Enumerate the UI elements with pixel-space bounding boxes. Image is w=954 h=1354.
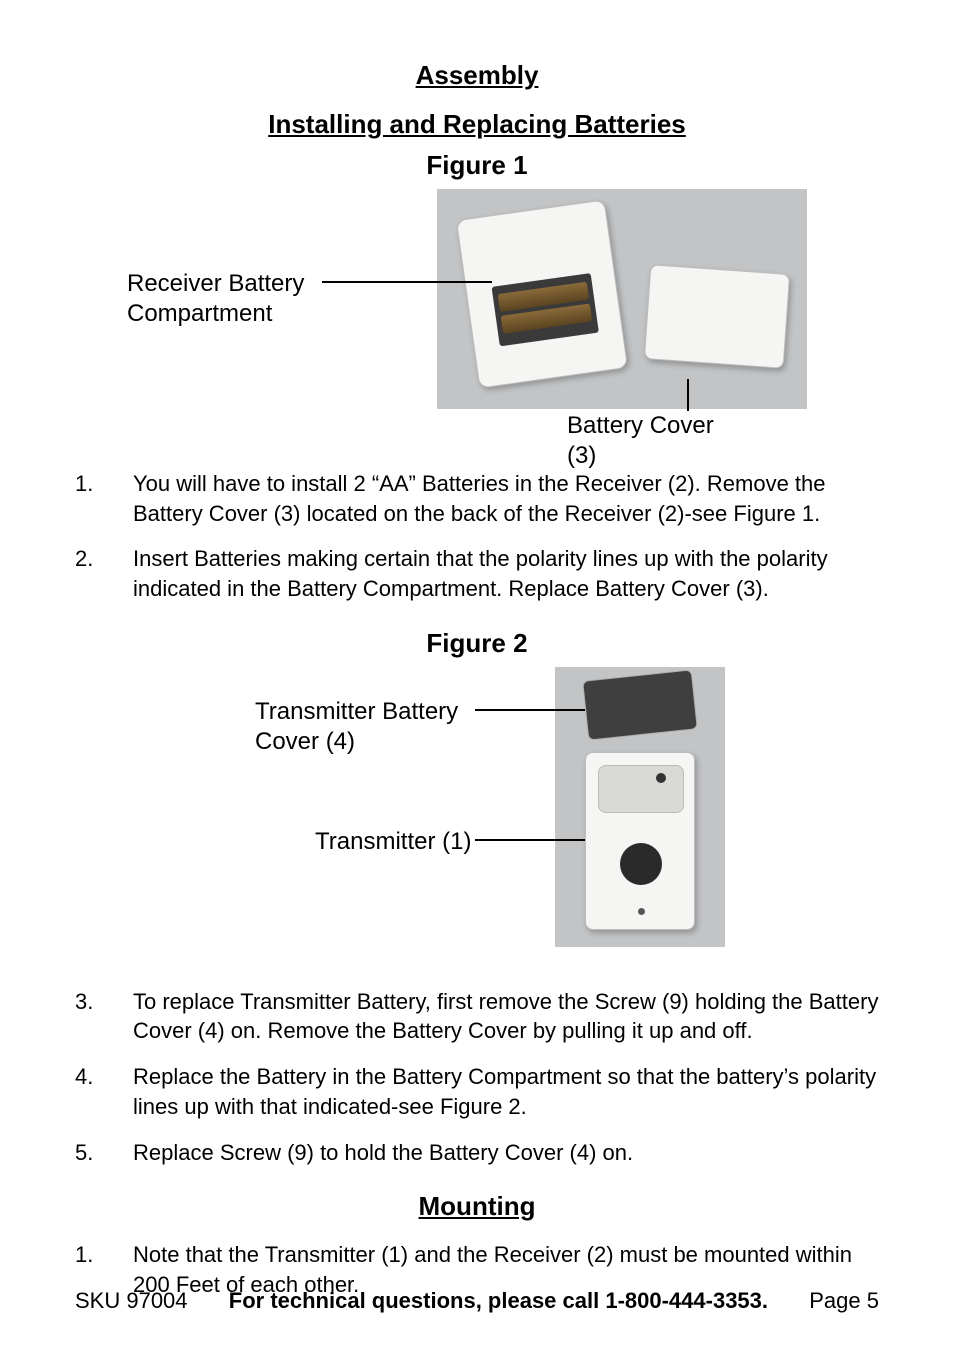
footer-page: Page 5 [809, 1288, 879, 1314]
callout-text: Battery Cover [567, 412, 714, 439]
callout-text: Transmitter Battery [255, 698, 458, 725]
leader-line [322, 281, 492, 283]
heading-installing-batteries: Installing and Replacing Batteries [75, 109, 879, 140]
transmitter-illustration [585, 752, 695, 930]
step-number: 1. [75, 469, 133, 528]
step-text: Replace Screw (9) to hold the Battery Co… [133, 1138, 879, 1168]
battery-cover-illustration [644, 264, 790, 369]
footer-support: For technical questions, please call 1-8… [229, 1288, 768, 1314]
figure-1-photo [437, 189, 807, 409]
callout-text: Receiver Battery [127, 270, 304, 297]
figure-2: Transmitter Battery Cover (4) Transmitte… [195, 667, 795, 967]
callout-receiver-battery-compartment: Receiver Battery Compartment [127, 269, 304, 329]
step-text: Insert Batteries making certain that the… [133, 544, 879, 603]
steps-list-b: 3. To replace Transmitter Battery, first… [75, 987, 879, 1167]
list-item: 5. Replace Screw (9) to hold the Battery… [75, 1138, 879, 1168]
step-number: 3. [75, 987, 133, 1046]
list-item: 4. Replace the Battery in the Battery Co… [75, 1062, 879, 1121]
step-number: 2. [75, 544, 133, 603]
steps-list-a: 1. You will have to install 2 “AA” Batte… [75, 469, 879, 604]
list-item: 3. To replace Transmitter Battery, first… [75, 987, 879, 1046]
figure-2-title: Figure 2 [75, 628, 879, 659]
figure-1: Receiver Battery Compartment Battery Cov… [127, 189, 827, 449]
figure-1-title: Figure 1 [75, 150, 879, 181]
callout-transmitter-battery-cover: Transmitter Battery Cover (4) [255, 697, 458, 757]
leader-line [687, 379, 689, 411]
leader-line [475, 709, 585, 711]
step-text: You will have to install 2 “AA” Batterie… [133, 469, 879, 528]
page: Assembly Installing and Replacing Batter… [0, 0, 954, 1354]
step-text: To replace Transmitter Battery, first re… [133, 987, 879, 1046]
heading-assembly: Assembly [75, 60, 879, 91]
step-number: 4. [75, 1062, 133, 1121]
step-text: Replace the Battery in the Battery Compa… [133, 1062, 879, 1121]
callout-battery-cover: Battery Cover (3) [567, 411, 714, 471]
footer-sku: SKU 97004 [75, 1288, 188, 1314]
footer: SKU 97004 For technical questions, pleas… [75, 1288, 879, 1314]
list-item: 2. Insert Batteries making certain that … [75, 544, 879, 603]
callout-text: Compartment [127, 300, 272, 327]
callout-text: (3) [567, 442, 596, 469]
callout-text: Transmitter (1) [315, 828, 471, 855]
callout-text: Cover (4) [255, 728, 355, 755]
heading-mounting: Mounting [75, 1191, 879, 1222]
leader-line [475, 839, 585, 841]
transmitter-cover-illustration [582, 669, 698, 740]
receiver-device-illustration [456, 199, 628, 388]
callout-transmitter: Transmitter (1) [315, 827, 471, 857]
list-item: 1. You will have to install 2 “AA” Batte… [75, 469, 879, 528]
step-number: 5. [75, 1138, 133, 1168]
